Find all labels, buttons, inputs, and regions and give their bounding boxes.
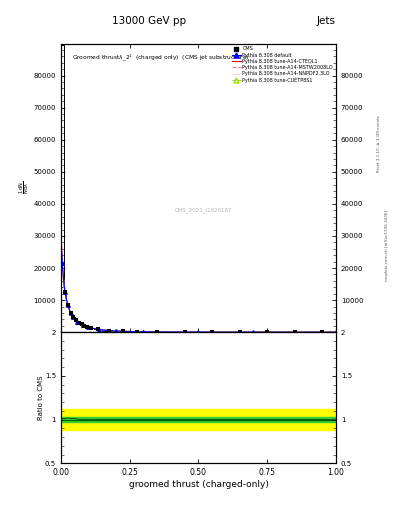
Point xyxy=(59,39,65,48)
Point xyxy=(74,317,81,326)
Point xyxy=(80,321,86,329)
Point xyxy=(113,327,119,335)
Point xyxy=(68,309,74,317)
Point xyxy=(154,328,160,336)
Point xyxy=(75,318,82,327)
Point xyxy=(182,328,188,336)
Point xyxy=(319,328,325,336)
Point xyxy=(140,328,147,336)
Text: 13000 GeV pp: 13000 GeV pp xyxy=(112,16,186,26)
Point xyxy=(113,327,119,335)
Point xyxy=(70,313,76,322)
Point xyxy=(79,321,85,329)
Point xyxy=(68,308,74,316)
Point xyxy=(88,324,94,332)
Point xyxy=(209,328,215,336)
Point xyxy=(250,328,257,336)
Bar xyxy=(61,409,336,430)
Text: Groomed thrust$\lambda\_2^1$  (charged only)  (CMS jet substructure): Groomed thrust$\lambda\_2^1$ (charged on… xyxy=(72,52,250,63)
Point xyxy=(70,313,76,322)
Point xyxy=(333,328,339,336)
Point xyxy=(85,323,92,331)
Point xyxy=(81,322,87,330)
Text: Rivet 3.1.10, ≥ 3.1M events: Rivet 3.1.10, ≥ 3.1M events xyxy=(377,115,381,172)
Point xyxy=(134,328,140,336)
Text: Jets: Jets xyxy=(317,16,336,26)
Point xyxy=(250,328,257,336)
Point xyxy=(73,316,79,325)
Bar xyxy=(61,417,336,422)
Point xyxy=(333,328,339,336)
Point xyxy=(85,323,92,331)
Point xyxy=(64,301,71,309)
Point xyxy=(195,328,202,336)
Point xyxy=(62,288,68,296)
Point xyxy=(62,288,68,296)
Y-axis label: Ratio to CMS: Ratio to CMS xyxy=(38,375,44,420)
Point xyxy=(84,323,90,331)
Point xyxy=(74,317,81,326)
Legend: CMS, Pythia 8.308 default, Pythia 8.308 tune-A14-CTEQL1, Pythia 8.308 tune-A14-M: CMS, Pythia 8.308 default, Pythia 8.308 … xyxy=(230,45,335,84)
Point xyxy=(80,321,86,329)
Point xyxy=(64,302,71,310)
Point xyxy=(140,328,147,336)
Point xyxy=(70,313,76,322)
Text: CMS_2021_I1920187: CMS_2021_I1920187 xyxy=(175,207,233,212)
Point xyxy=(237,328,243,336)
Point xyxy=(59,259,65,267)
Point xyxy=(95,325,101,333)
Point xyxy=(264,328,270,336)
Point xyxy=(119,327,126,335)
Point xyxy=(106,327,112,335)
Text: mcplots.cern.ch [arXiv:1306.3436]: mcplots.cern.ch [arXiv:1306.3436] xyxy=(385,210,389,281)
Point xyxy=(96,326,103,334)
Point xyxy=(96,326,103,334)
Point xyxy=(64,301,71,309)
Point xyxy=(62,288,68,296)
Point xyxy=(59,260,65,268)
Point xyxy=(292,328,298,336)
X-axis label: groomed thrust (charged-only): groomed thrust (charged-only) xyxy=(129,480,268,489)
Point xyxy=(68,308,74,316)
Point xyxy=(195,328,202,336)
Y-axis label: $\frac{1}{\mathrm{N}} \frac{\mathrm{d}\mathrm{N}}{\mathrm{d}\lambda}$: $\frac{1}{\mathrm{N}} \frac{\mathrm{d}\m… xyxy=(18,181,32,195)
